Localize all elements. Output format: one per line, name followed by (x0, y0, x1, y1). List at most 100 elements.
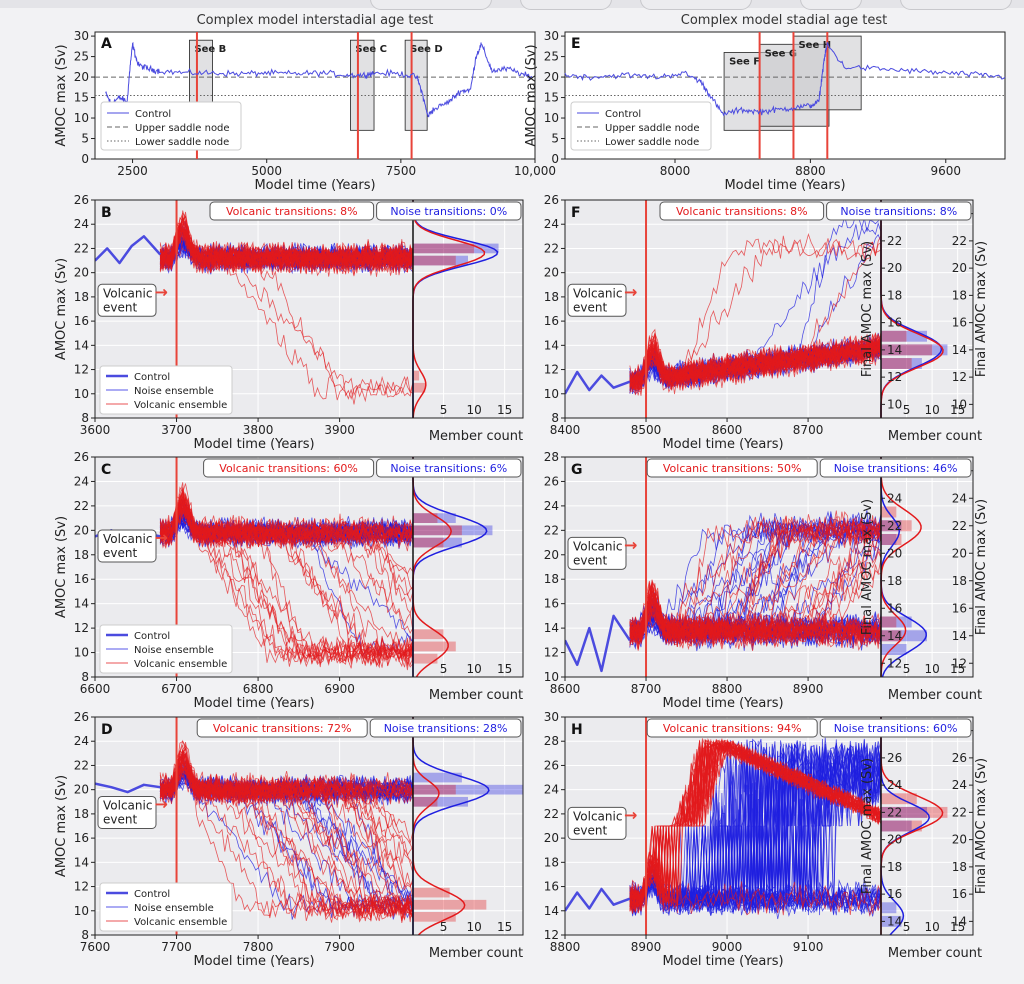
final-y-axis-label: Final AMOC max (Sv) (860, 241, 875, 377)
final-y-tick-label: 14 (887, 343, 902, 357)
legend: Control Upper saddle node Lower saddle nod… (100, 101, 242, 151)
volcanic-member-line (159, 740, 413, 808)
volcanic-member-line (160, 231, 413, 277)
x-tick-label: 7900 (324, 940, 355, 954)
y-tick-label: 12 (544, 928, 559, 942)
panel-G: 10 12 14 16 18 20 22 24 26 28 8600 8700 8800 8900 5 10 1… (544, 450, 989, 711)
noise-hist-bar (413, 537, 462, 548)
zoom-box-label: See F (729, 56, 760, 67)
x-tick-label: 8800 (712, 682, 743, 696)
noise-member-line (159, 763, 413, 920)
noise-hist-bar (413, 772, 462, 783)
noise-transitions-text: Noise transitions: 60% (834, 722, 958, 735)
y-tick-label: 18 (74, 807, 89, 821)
legend: Control Noise ensemble Volcanic ensemble (99, 624, 233, 674)
y-tick-label: 26 (74, 450, 89, 464)
x-tick-label: 8800 (550, 940, 581, 954)
noise-transitions-badge (819, 458, 972, 478)
final-y-axis-label: Final AMOC max (Sv) (974, 758, 989, 894)
volcanic-member-line (629, 516, 881, 641)
volcanic-hist-bar (413, 641, 456, 652)
y-tick-label: 0 (551, 152, 559, 166)
y-tick-label: 26 (74, 193, 89, 207)
y-tick-label: 14 (74, 338, 89, 352)
hist-x-tick-label: 5 (440, 403, 448, 417)
volcanic-hist-bar (413, 653, 438, 664)
y-axis-label: AMOC max (Sv) (54, 775, 69, 877)
noise-hist-bar (881, 902, 897, 914)
x-tick-label: 6900 (324, 682, 355, 696)
final-y-tick-label: 20 (887, 546, 902, 560)
y-tick-label: 20 (544, 266, 559, 280)
noise-hist-bar (881, 616, 912, 628)
legend-box (100, 101, 242, 151)
y-tick-label: 10 (74, 387, 89, 401)
x-tick-label: 3600 (80, 423, 111, 437)
volcanic-hist-bar (881, 344, 933, 356)
y-tick-label: 12 (74, 621, 89, 635)
noise-hist-bar (413, 525, 493, 536)
final-y-tick-label: 16 (887, 316, 902, 330)
final-y-tick-label: 18 (887, 574, 902, 588)
noise-hist-bar (881, 520, 902, 532)
y-tick-label: 20 (74, 783, 89, 797)
legend: Control Upper saddle node Lower saddle nod… (570, 101, 712, 151)
x-tick-label: 8700 (793, 423, 824, 437)
volcanic-hist-bar (881, 616, 897, 628)
y-tick-label: 30 (544, 710, 559, 724)
volcanic-hist-bar (413, 370, 420, 381)
final-y-tick-label: 22 (952, 805, 967, 819)
y-tick-label: 20 (74, 266, 89, 280)
zoom-box-label: See H (798, 40, 831, 51)
volcanic-event-label: Volcanic (103, 286, 152, 300)
y-tick-label: 15 (74, 91, 89, 105)
panel-letter: C (101, 462, 111, 478)
y-tick-label: 14 (74, 597, 89, 611)
volcanic-event-annotation (567, 806, 627, 840)
zoom-box-label: See G (765, 48, 797, 59)
y-tick-label: 18 (544, 290, 559, 304)
ensemble-lines (95, 739, 413, 923)
noise-hist-bar (413, 796, 468, 807)
volcanic-kde-curve (412, 457, 452, 678)
volcanic-member-line (159, 744, 413, 806)
x-tick-label: 6800 (243, 682, 274, 696)
y-tick-label: 24 (544, 499, 559, 513)
x-tick-label: 7600 (80, 940, 111, 954)
y-tick-label: 12 (544, 646, 559, 660)
panel-letter: B (101, 205, 112, 221)
volcanic-transitions-text: Volcanic transitions: 60% (219, 462, 358, 475)
y-tick-label: 14 (544, 621, 559, 635)
volcanic-member-line (159, 212, 413, 274)
y-tick-label: 30 (544, 29, 559, 43)
y-tick-label: 22 (74, 499, 89, 513)
final-y-tick-label: 18 (952, 288, 967, 302)
volcanic-member-line (629, 864, 881, 916)
noise-hist-bar (881, 820, 912, 832)
final-y-tick-label: 14 (887, 914, 902, 928)
final-y-tick-label: 16 (887, 601, 902, 615)
y-tick-label: 20 (544, 831, 559, 845)
volcanic-hist-bar (881, 358, 912, 369)
y-tick-label: 18 (74, 290, 89, 304)
volcanic-event-label: event (573, 823, 607, 837)
final-y-tick-label: 10 (887, 397, 902, 411)
x-tick-label: 8500 (631, 423, 662, 437)
y-tick-label: 26 (544, 474, 559, 488)
volcanic-member-line (159, 222, 413, 274)
control-line (95, 235, 162, 265)
ensemble-lines (565, 213, 881, 396)
hist-x-tick-label: 15 (497, 662, 512, 676)
hist-x-tick-label: 15 (497, 920, 512, 934)
final-y-tick-label: 20 (887, 261, 902, 275)
x-axis-label: Model time (Years) (254, 178, 375, 193)
volcanic-hist-bar (413, 887, 450, 898)
hist-x-axis-label: Member count (888, 429, 982, 444)
control-line (105, 41, 533, 118)
plot-frame (564, 456, 974, 678)
hist-x-tick-label: 5 (440, 920, 448, 934)
control-line (565, 370, 631, 395)
final-y-tick-label: 16 (952, 601, 967, 615)
volcanic-hist-bar (413, 255, 456, 266)
